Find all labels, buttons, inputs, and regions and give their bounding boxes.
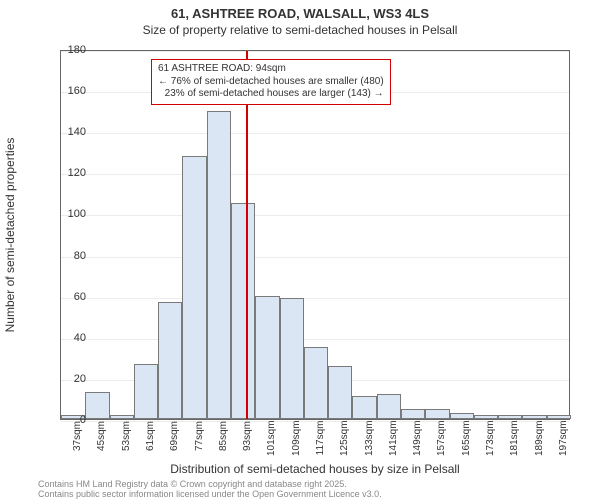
- x-tick-label: 101sqm: [266, 406, 277, 442]
- y-gridline: [61, 257, 569, 258]
- x-tick-label: 181sqm: [509, 406, 520, 442]
- y-gridline: [61, 298, 569, 299]
- x-tick-label: 141sqm: [388, 406, 399, 442]
- x-tick-label: 53sqm: [121, 409, 132, 439]
- plot-area: 61 ASHTREE ROAD: 94sqm← 76% of semi-deta…: [60, 50, 570, 420]
- y-tick-label: 100: [46, 208, 86, 220]
- y-tick-label: 60: [46, 291, 86, 303]
- x-tick-label: 77sqm: [194, 409, 205, 439]
- x-tick-label: 117sqm: [315, 407, 326, 442]
- y-tick-label: 80: [46, 250, 86, 262]
- y-tick-label: 20: [46, 373, 86, 385]
- y-axis-label: Number of semi-detached properties: [3, 138, 17, 333]
- histogram-bar: [182, 156, 206, 419]
- x-tick-label: 173sqm: [485, 406, 496, 442]
- footer-attribution: Contains HM Land Registry data © Crown c…: [38, 480, 382, 500]
- footer-line-2: Contains public sector information licen…: [38, 490, 382, 500]
- x-tick-label: 149sqm: [412, 406, 423, 442]
- property-marker-line: [246, 51, 248, 419]
- histogram-bar: [231, 203, 255, 419]
- y-gridline: [61, 133, 569, 134]
- x-tick-label: 85sqm: [218, 409, 229, 439]
- y-tick-label: 120: [46, 167, 86, 179]
- chart-title-main: 61, ASHTREE ROAD, WALSALL, WS3 4LS: [0, 0, 600, 21]
- x-tick-label: 45sqm: [96, 409, 107, 439]
- x-tick-label: 197sqm: [558, 406, 569, 442]
- y-gridline: [61, 51, 569, 52]
- y-gridline: [61, 339, 569, 340]
- y-tick-label: 180: [46, 44, 86, 56]
- annotation-line: 23% of semi-detached houses are larger (…: [158, 88, 384, 101]
- x-tick-label: 61sqm: [145, 409, 156, 439]
- chart-title-sub: Size of property relative to semi-detach…: [0, 21, 600, 41]
- annotation-line: ← 76% of semi-detached houses are smalle…: [158, 76, 384, 89]
- x-tick-label: 133sqm: [364, 406, 375, 442]
- x-tick-label: 109sqm: [291, 406, 302, 442]
- x-tick-label: 37sqm: [72, 409, 83, 439]
- x-tick-label: 189sqm: [534, 406, 545, 442]
- annotation-line: 61 ASHTREE ROAD: 94sqm: [158, 63, 384, 76]
- y-tick-label: 40: [46, 332, 86, 344]
- y-tick-label: 160: [46, 85, 86, 97]
- x-tick-label: 69sqm: [169, 409, 180, 439]
- y-gridline: [61, 174, 569, 175]
- histogram-bar: [280, 298, 304, 419]
- y-tick-label: 140: [46, 126, 86, 138]
- histogram-bar: [255, 296, 279, 419]
- histogram-bar: [158, 302, 182, 419]
- x-tick-label: 93sqm: [242, 409, 253, 439]
- x-tick-label: 165sqm: [461, 406, 472, 442]
- annotation-box: 61 ASHTREE ROAD: 94sqm← 76% of semi-deta…: [151, 59, 391, 105]
- histogram-bar: [207, 111, 231, 419]
- x-axis-label: Distribution of semi-detached houses by …: [60, 462, 570, 476]
- x-tick-label: 125sqm: [339, 406, 350, 442]
- y-gridline: [61, 215, 569, 216]
- x-tick-label: 157sqm: [436, 406, 447, 442]
